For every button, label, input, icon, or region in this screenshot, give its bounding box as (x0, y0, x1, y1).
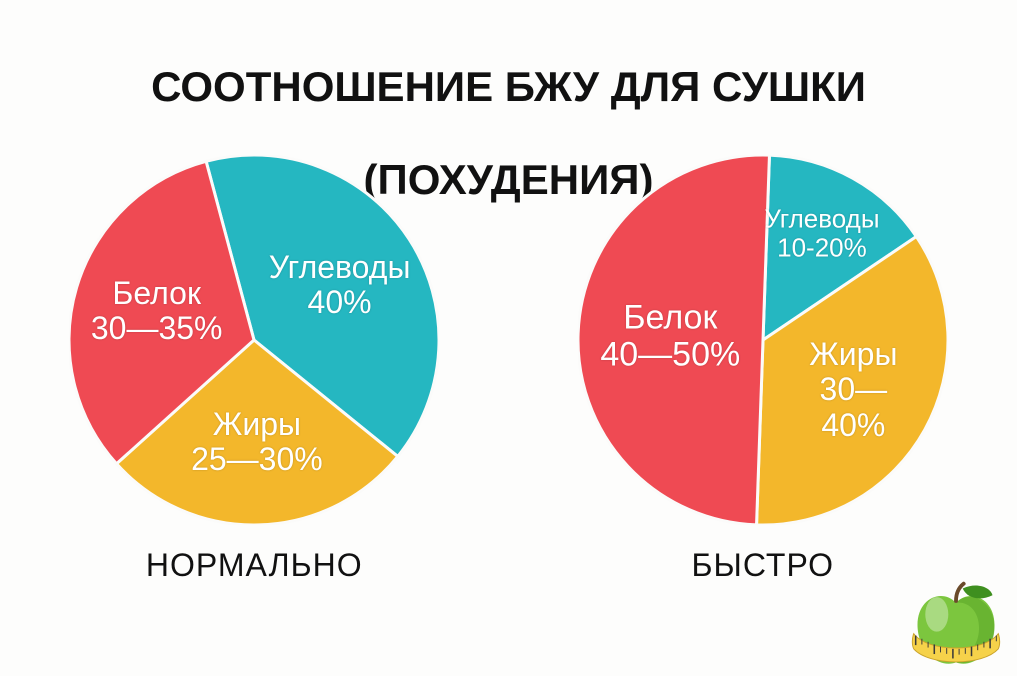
slice-label-value: 30—40% (806, 373, 900, 443)
pie-fast: Углеводы10-20% Жиры30—40% Белок40—50% (578, 155, 948, 525)
slice-label-fast-carbs: Углеводы10-20% (764, 205, 879, 262)
chart-caption-normal: НОРМАЛЬНО (146, 547, 363, 584)
slice-label-value: 25—30% (191, 442, 323, 477)
slice-label-name: Углеводы (269, 249, 411, 284)
slice-label-normal-carbs: Углеводы40% (269, 249, 411, 319)
chart-fast: Углеводы10-20% Жиры30—40% Белок40—50% БЫСТР… (578, 155, 948, 584)
slice-label-value: 40% (269, 285, 411, 320)
slice-label-value: 40—50% (600, 337, 740, 374)
charts-row: Углеводы40%Жиры25—30%Белок30—35%НОРМАЛЬН… (0, 155, 1017, 675)
chart-caption-fast: БЫСТРО (692, 547, 834, 584)
slice-label-normal-protein: Белок30—35% (91, 276, 223, 346)
apple-with-tape-icon (908, 576, 1004, 672)
title-line-1: СООТНОШЕНИЕ БЖУ ДЛЯ СУШКИ (151, 63, 866, 110)
slice-label-normal-fats: Жиры25—30% (191, 407, 323, 477)
slice-label-name: Белок (91, 276, 223, 311)
slice-label-name: Жиры (806, 337, 900, 372)
slice-label-value: 10-20% (764, 233, 879, 262)
slice-label-name: Жиры (191, 407, 323, 442)
slice-label-fast-protein: Белок40—50% (600, 299, 740, 374)
slice-label-name: Белок (600, 299, 740, 336)
chart-normal: Углеводы40% Жиры25—30% Белок30—35% НОРМАЛЬН… (69, 155, 439, 584)
slice-label-value: 30—35% (91, 311, 223, 346)
slice-label-name: Углеводы (764, 205, 879, 234)
pie-normal: Углеводы40% Жиры25—30% Белок30—35% (69, 155, 439, 525)
slice-label-fast-fats: Жиры30—40% (806, 337, 900, 443)
